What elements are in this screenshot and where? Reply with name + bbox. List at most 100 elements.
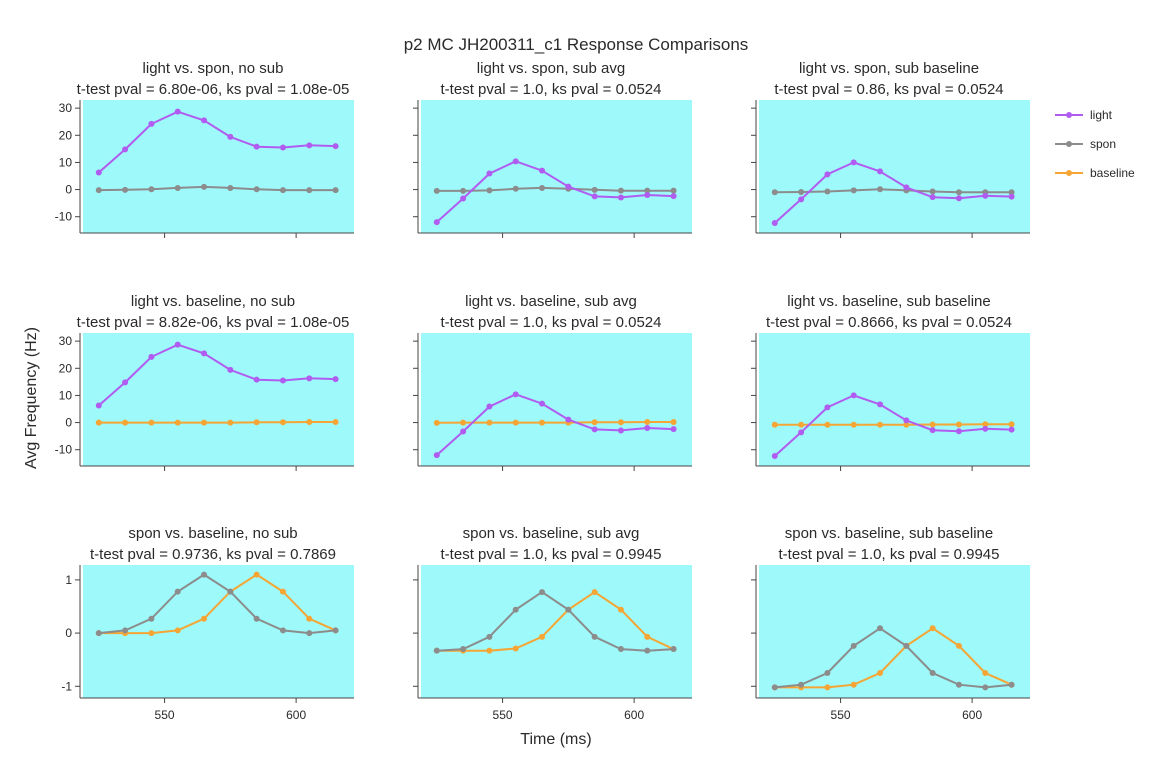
data-point-baseline xyxy=(148,419,155,426)
legend-item-spon[interactable]: spon xyxy=(1055,137,1116,151)
legend-marker xyxy=(1066,112,1072,118)
data-point-light xyxy=(824,404,831,411)
data-point-spon xyxy=(122,186,129,193)
subplot-7: spon vs. baseline, no sub t-test pval = 0… xyxy=(61,525,354,722)
data-point-spon xyxy=(955,681,962,688)
series-line-baseline xyxy=(436,590,675,652)
subplot-title: light vs. spon, sub baseline xyxy=(799,60,979,77)
data-point-baseline xyxy=(903,421,910,428)
data-point-baseline xyxy=(332,419,339,426)
data-point-light xyxy=(95,169,102,176)
series-line-light xyxy=(774,394,1012,457)
series-line-spon xyxy=(774,627,1012,689)
data-point-spon xyxy=(824,188,831,195)
data-point-light xyxy=(148,353,155,360)
plot-area xyxy=(421,100,692,233)
series-baseline xyxy=(771,421,1015,428)
series-light xyxy=(433,158,677,226)
subplot-subtitle: t-test pval = 6.80e-06, ks pval = 1.08e-… xyxy=(77,81,350,98)
series-line-light xyxy=(774,161,1012,224)
data-point-baseline xyxy=(955,421,962,428)
data-point-spon xyxy=(670,646,677,653)
data-point-light xyxy=(460,195,467,202)
data-point-spon xyxy=(644,647,651,654)
data-point-baseline xyxy=(929,625,936,632)
plot-area xyxy=(759,333,1030,466)
data-point-light xyxy=(617,194,624,201)
data-point-baseline xyxy=(771,421,778,428)
data-point-light xyxy=(1008,426,1015,433)
data-point-spon xyxy=(512,185,519,192)
data-point-spon xyxy=(798,681,805,688)
legend[interactable]: light spon baseline xyxy=(1055,108,1135,180)
data-point-baseline xyxy=(850,681,857,688)
subplot-3: light vs. spon, sub baseline t-test pval … xyxy=(751,60,1030,238)
y-tick-label: 10 xyxy=(59,388,73,402)
data-point-light xyxy=(644,192,651,198)
data-point-baseline xyxy=(617,419,624,426)
subplot-grid: light vs. spon, no sub t-test pval = 6.80… xyxy=(55,60,1030,722)
series-line-spon xyxy=(436,186,674,192)
data-point-light xyxy=(591,193,598,200)
series-light xyxy=(95,108,339,176)
data-point-spon xyxy=(433,647,440,654)
data-point-baseline xyxy=(433,419,440,426)
data-point-baseline xyxy=(982,669,989,676)
plot-area xyxy=(83,100,354,233)
data-point-spon xyxy=(122,627,129,634)
data-point-spon xyxy=(539,589,546,596)
plot-area xyxy=(421,333,692,466)
subplot-title: spon vs. baseline, sub avg xyxy=(463,525,640,542)
data-point-spon xyxy=(148,615,155,622)
data-point-light xyxy=(955,428,962,435)
data-point-baseline xyxy=(539,419,546,426)
data-point-spon xyxy=(617,187,624,194)
data-point-spon xyxy=(903,642,910,649)
plot-area xyxy=(759,565,1030,698)
data-point-light xyxy=(617,427,624,434)
y-tick-label: 10 xyxy=(59,155,73,169)
data-point-light xyxy=(565,183,572,190)
series-light xyxy=(433,391,677,459)
data-point-light xyxy=(982,425,989,432)
subplot-title: spon vs. baseline, no sub xyxy=(128,525,297,542)
data-point-light xyxy=(670,426,677,433)
series-line-baseline xyxy=(774,423,1012,426)
data-point-spon xyxy=(1008,681,1015,688)
data-point-baseline xyxy=(279,419,286,426)
series-baseline xyxy=(95,419,339,426)
data-point-baseline xyxy=(850,421,857,428)
data-point-baseline xyxy=(877,421,884,428)
data-point-light xyxy=(771,219,778,226)
data-point-light xyxy=(798,196,805,203)
series-line-light xyxy=(436,160,674,223)
data-point-spon xyxy=(877,625,884,632)
data-point-light xyxy=(955,195,962,202)
data-point-baseline xyxy=(877,669,884,676)
subplot-subtitle: t-test pval = 1.0, ks pval = 0.0524 xyxy=(441,81,662,98)
data-point-baseline xyxy=(306,419,313,426)
data-point-light xyxy=(565,416,572,423)
data-point-baseline xyxy=(644,633,651,640)
subplot-title: light vs. spon, no sub xyxy=(143,60,284,77)
data-point-spon xyxy=(174,184,181,191)
data-point-light xyxy=(798,429,805,436)
legend-item-baseline[interactable]: baseline xyxy=(1055,166,1135,180)
data-point-baseline xyxy=(486,419,493,426)
data-point-baseline xyxy=(591,589,598,596)
subplot-subtitle: t-test pval = 0.8666, ks pval = 0.0524 xyxy=(766,314,1012,331)
data-point-baseline xyxy=(279,588,286,595)
data-point-light xyxy=(1008,193,1015,200)
subplot-subtitle: t-test pval = 1.0, ks pval = 0.0524 xyxy=(441,314,662,331)
data-point-light xyxy=(903,184,910,191)
data-point-light xyxy=(512,391,519,398)
data-point-spon xyxy=(306,187,313,194)
x-tick-label: 600 xyxy=(624,708,644,722)
legend-item-light[interactable]: light xyxy=(1055,108,1113,122)
y-tick-label: -10 xyxy=(55,210,73,224)
legend-label: light xyxy=(1090,108,1113,122)
y-tick-label: 20 xyxy=(59,128,73,142)
data-point-baseline xyxy=(486,647,493,654)
data-point-light xyxy=(850,392,857,399)
data-point-baseline xyxy=(253,419,260,426)
